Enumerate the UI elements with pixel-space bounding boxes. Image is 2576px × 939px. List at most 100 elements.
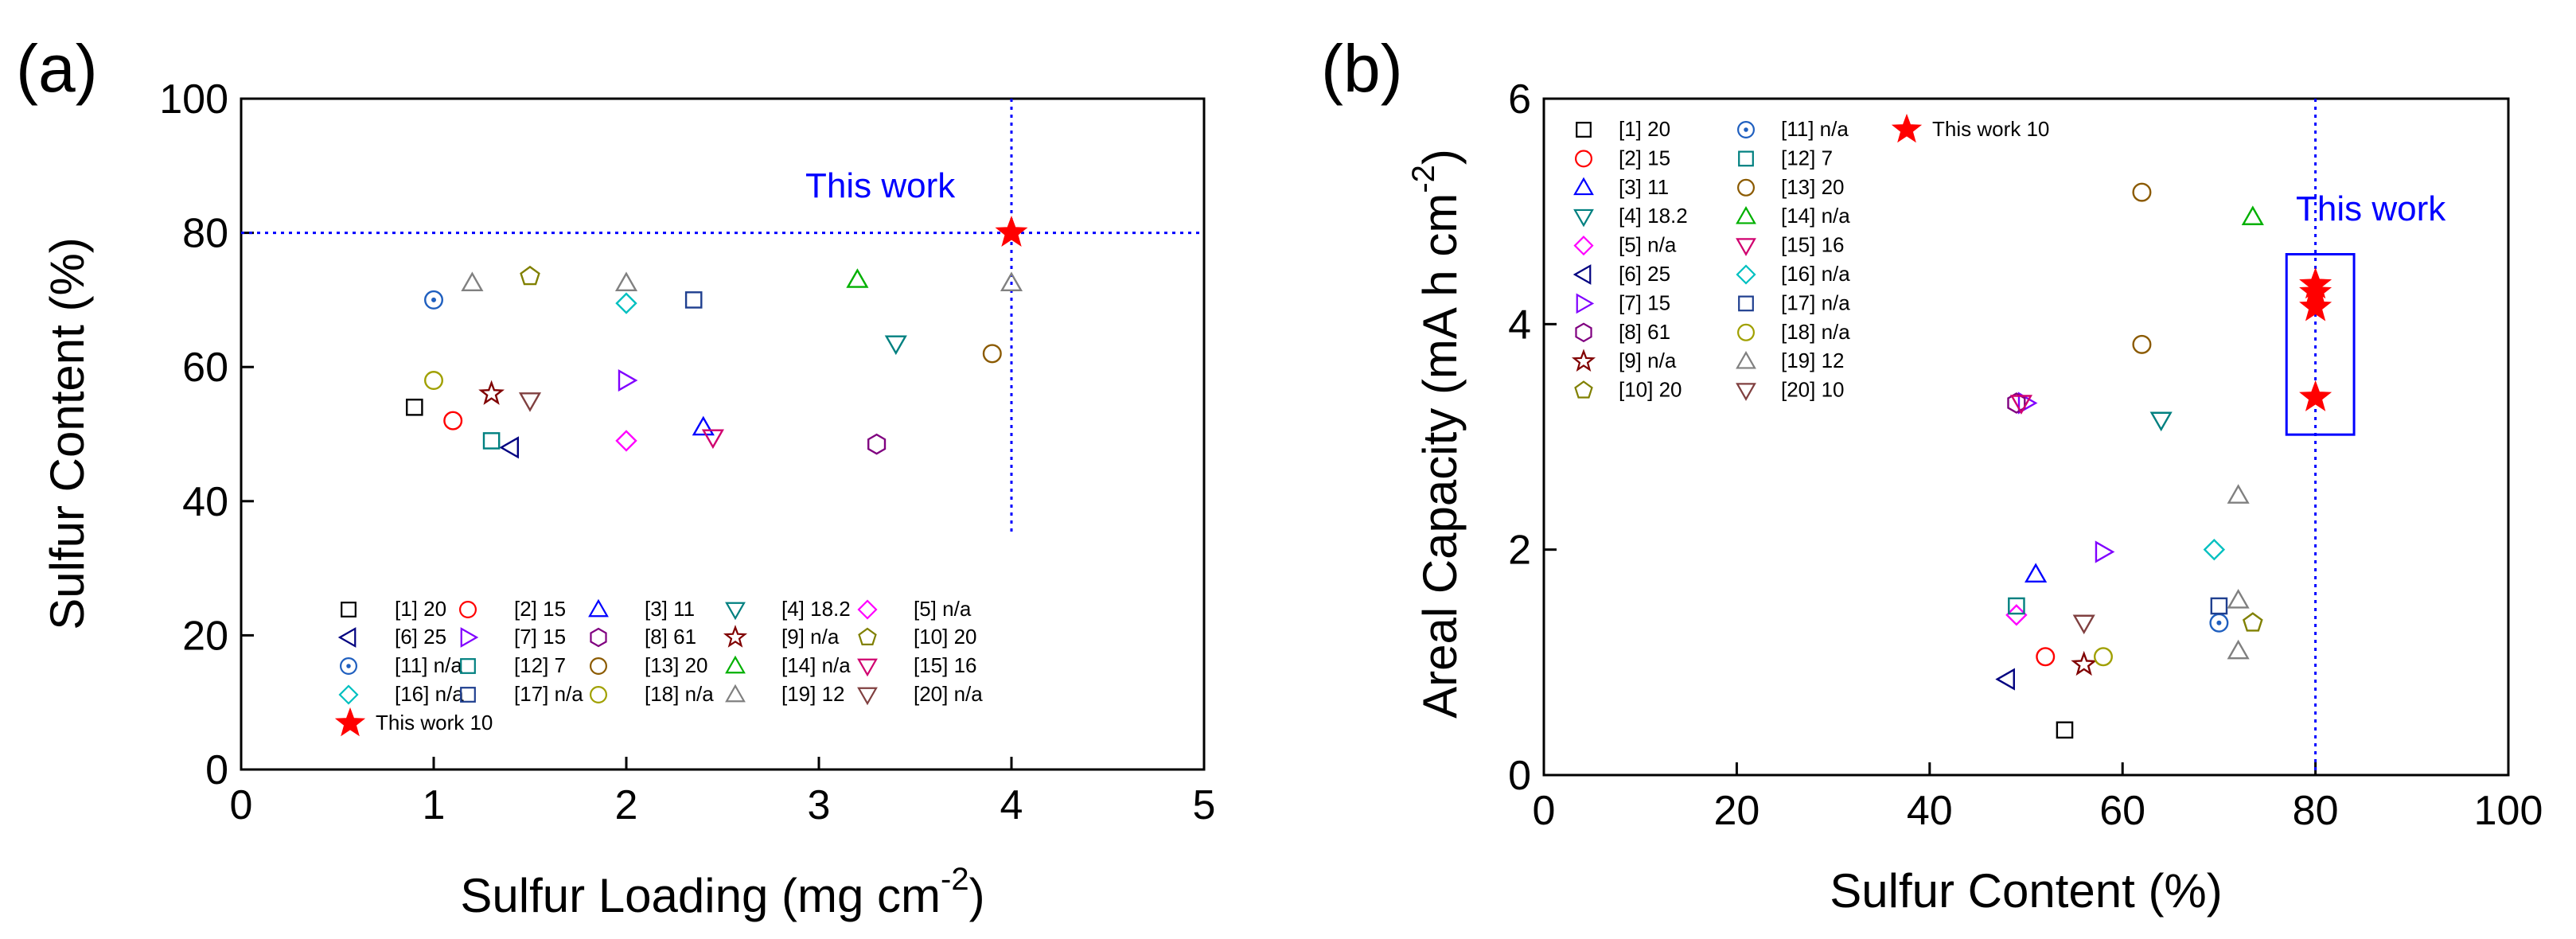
panel-a-x-tick-label: 2 [615,782,638,828]
panel-a-point [482,432,501,450]
panel-b-point [2072,614,2095,635]
panel-a-point [846,268,869,288]
panel-a-legend-marker [334,707,366,737]
panel-a: (a) 0 1 2 3 4 5 0 20 40 60 80 100 [1] 20 [2] 15 [3] 1… [16,31,1215,922]
panel-b-legend-marker [1737,323,1756,341]
panel-a-y-tick-label: 0 [205,747,228,793]
panel-a-point [867,433,887,455]
panel-b-y-tick-label: 0 [1508,753,1531,799]
panel-a-label: (a) [16,31,98,106]
panel-b-legend-marker [1891,113,1923,143]
panel-b-this-work-label: This work [2296,189,2446,228]
panel-a-legend-label: [19] 12 [781,682,845,706]
panel-a-legend-marker [857,658,878,677]
panel-a-legend-marker [725,602,746,621]
panel-b-point [2036,647,2056,667]
panel-b-legend-marker [1576,122,1592,138]
panel-a-x-tick-label: 4 [1000,782,1023,828]
panel-b-legend-label: [5] n/a [1619,233,1677,257]
panel-b-point [2242,612,2263,632]
panel-a-point [461,271,484,292]
panel-b-point [2093,647,2113,667]
panel-a-legend-label: This work 10 [376,711,493,734]
panel-a-x-axis-title: Sulfur Loading (mg cm-2) [460,862,984,922]
panel-a-y-axis-title: Sulfur Content (%) [41,237,94,630]
panel-a-legend-marker [337,627,357,648]
panel-b-y-tick-label: 4 [1508,302,1531,348]
panel-a-point [518,392,542,412]
panel-b-legend-label: [19] 12 [1781,349,1845,372]
panel-b-label: (b) [1321,31,1403,106]
panel-a-point [701,429,724,450]
panel-b-legend-marker [1573,236,1594,256]
panel-b-x-axis-title: Sulfur Content (%) [1830,864,2223,918]
panel-a-legend-label: [14] n/a [781,653,851,677]
panel-a-x-tick-label: 0 [230,782,253,828]
panel-b-point [2005,604,2028,626]
panel-b-plot-frame [1542,97,2510,777]
panel-b-point [1995,668,2015,691]
panel-a-legend-marker [857,599,878,620]
panel-b-x-tick-label: 40 [1907,788,1953,834]
panel-a-legend-label: [3] 11 [645,597,695,621]
panel-b-legend-label: [8] 61 [1619,320,1670,344]
panel-a-point [618,368,638,392]
panel-b-legend-marker [1738,150,1754,167]
panel-b-legend-label: [9] n/a [1619,349,1677,372]
panel-a-point [520,265,540,286]
panel-a-legend-label: [13] 20 [645,653,708,677]
panel-a-legend-label: [7] 15 [514,625,566,649]
panel-b-point [2132,182,2152,202]
panel-b-legend-marker [1736,383,1756,401]
panel-a-legend-marker [340,657,358,675]
panel-b-legend-label: [20] 10 [1781,378,1845,402]
panel-b-legend-label: [12] 7 [1781,146,1833,169]
panel-b-legend-label: [7] 15 [1619,290,1670,314]
panel-a-legend-label: [16] n/a [395,682,464,706]
panel-a-highlight-lines [241,99,1204,535]
panel-b-legend-label: This work 10 [1932,117,2049,141]
panel-a-x-tick-label: 3 [808,782,831,828]
panel-a-legend-marker [460,687,476,703]
panel-b-point [2007,392,2026,414]
panel-b-axes: 0 20 40 60 80 100 0 2 4 6 [1508,76,2543,834]
panel-a-point [684,291,703,309]
panel-a-legend-label: [17] n/a [514,682,583,706]
panel-b-legend-label: [2] 15 [1619,146,1670,169]
panel-a-point [424,290,444,310]
panel-a-this-work-label: This work [805,166,956,205]
panel-b-point [2241,205,2264,225]
panel-b-legend-marker [1736,264,1756,285]
panel-b-point [2056,721,2074,739]
panel-b-y-axis-title: Areal Capacity (mA h cm-2) [1406,149,1467,719]
panel-a-y-tick-label: 40 [182,479,228,525]
panel-a-legend-label: [1] 20 [395,597,446,621]
panel-a-legend-marker [589,685,607,703]
panel-a-legend-label: [2] 15 [514,597,566,621]
panel-a-legend-marker [725,655,746,674]
panel-a-legend-marker [590,627,607,648]
panel-b-point [2299,290,2332,321]
panel-a-legend-marker [460,658,476,674]
panel-b-legend-marker [1572,264,1592,285]
panel-a-legend-marker [588,598,609,618]
panel-b-x-tick-label: 20 [1713,788,1760,834]
panel-b-point [2227,588,2250,609]
panel-a-legend-label: [11] n/a [395,653,462,677]
panel-a-point [424,371,444,391]
panel-b-x-tick-label: 60 [2099,788,2145,834]
panel-b-point [2009,395,2033,415]
panel-b-point [2209,613,2229,633]
panel-b-legend-marker [1736,205,1756,224]
panel-a-legend-marker [723,625,748,648]
panel-b-point [2132,334,2152,354]
panel-b-point [2210,597,2228,615]
panel-a-legend-marker [460,627,479,648]
panel-b-y-tick-label: 6 [1508,76,1531,123]
panel-a-x-tick-label: 5 [1193,782,1216,828]
panel-b-legend-label: [14] n/a [1781,204,1850,228]
panel-b-legend-label: [17] n/a [1781,290,1850,314]
panel-a-point [614,271,638,292]
panel-a-point [615,292,637,314]
